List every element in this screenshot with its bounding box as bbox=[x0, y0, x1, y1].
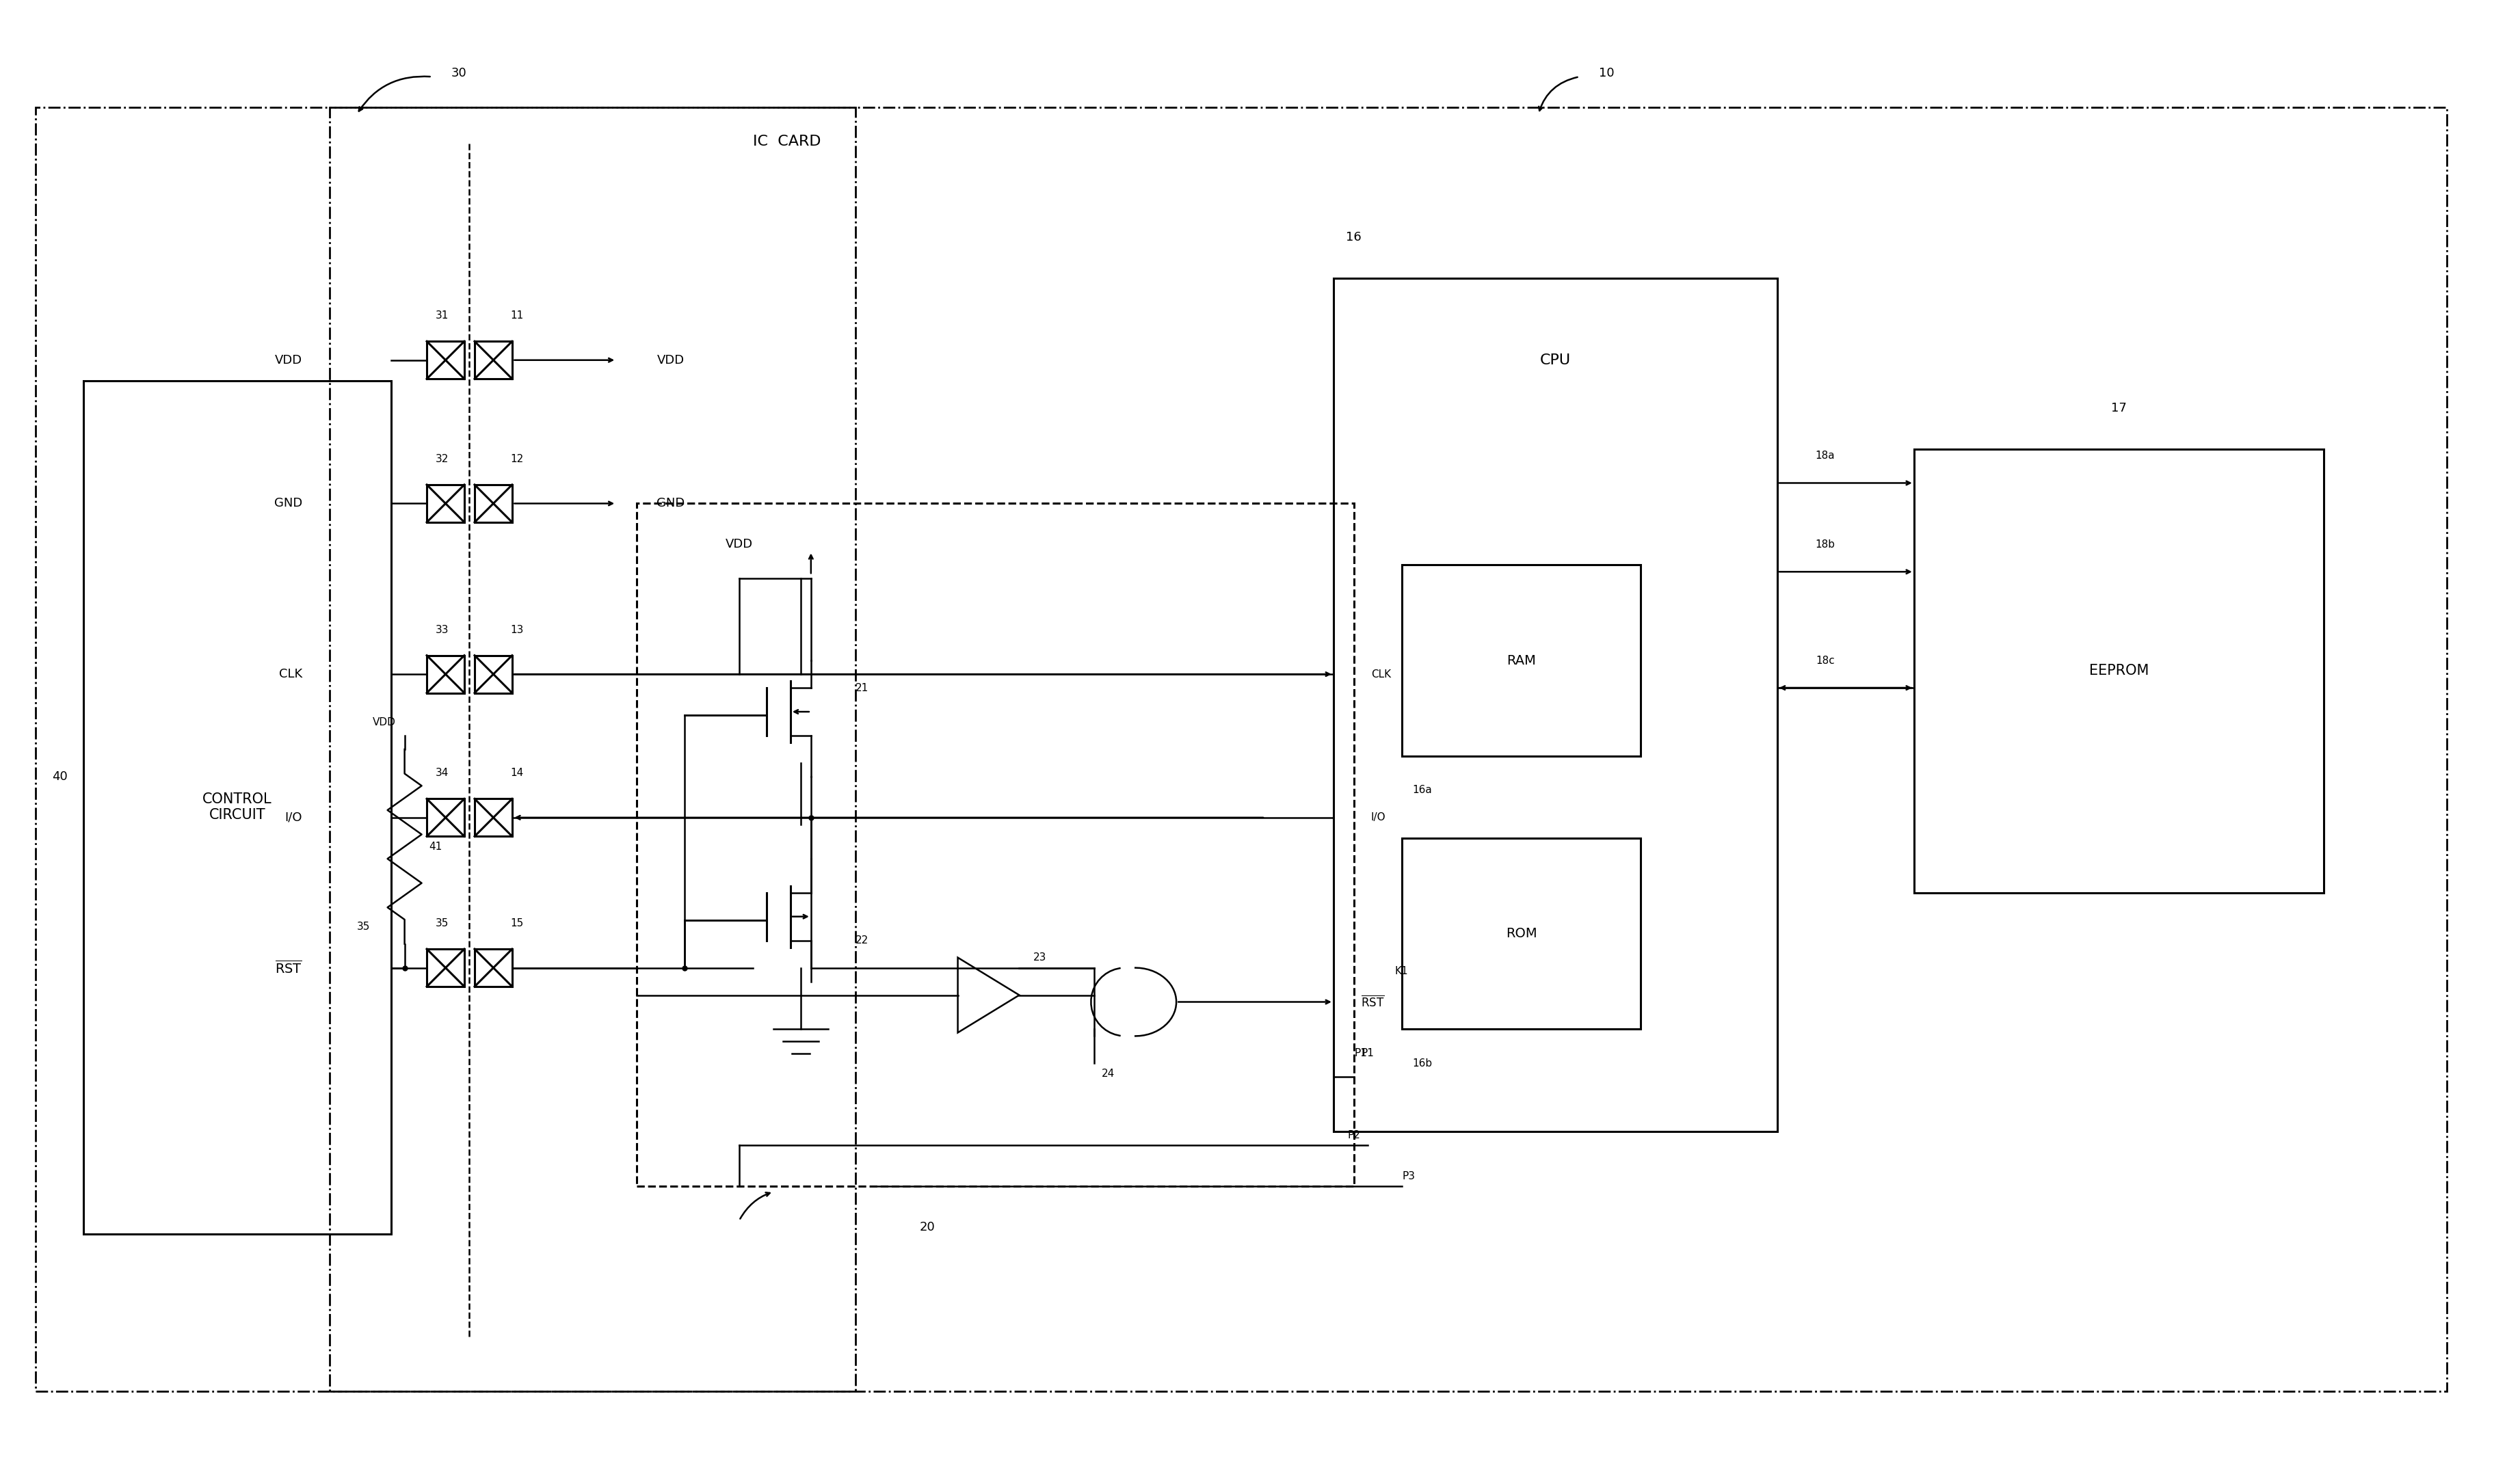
Bar bbox=[426, 799, 464, 836]
Text: VDD: VDD bbox=[726, 538, 753, 551]
Bar bbox=[474, 485, 512, 522]
Text: $\overline{\mathrm{RST}}$: $\overline{\mathrm{RST}}$ bbox=[1361, 995, 1383, 1010]
Text: VDD: VDD bbox=[275, 354, 302, 366]
Bar bbox=[474, 799, 512, 836]
Text: 13: 13 bbox=[512, 625, 524, 635]
Text: 10: 10 bbox=[1598, 68, 1615, 80]
Bar bbox=[474, 342, 512, 379]
Text: 18b: 18b bbox=[1814, 539, 1835, 550]
Text: 32: 32 bbox=[436, 454, 449, 464]
Text: 16a: 16a bbox=[1411, 786, 1431, 796]
Bar bbox=[426, 485, 464, 522]
Text: RAM: RAM bbox=[1507, 654, 1535, 668]
Text: P2: P2 bbox=[1348, 1131, 1361, 1141]
Bar bbox=[1915, 450, 2323, 893]
Text: 16b: 16b bbox=[1411, 1058, 1431, 1069]
Text: 21: 21 bbox=[857, 682, 869, 693]
Text: 22: 22 bbox=[857, 936, 869, 946]
Text: 33: 33 bbox=[436, 625, 449, 635]
Text: VDD: VDD bbox=[658, 354, 685, 366]
Text: GND: GND bbox=[275, 497, 302, 510]
Text: K1: K1 bbox=[1396, 965, 1409, 976]
Text: CLK: CLK bbox=[280, 668, 302, 681]
Bar bbox=[426, 342, 464, 379]
Text: 35: 35 bbox=[436, 918, 449, 929]
Text: I/O: I/O bbox=[285, 811, 302, 824]
Text: CPU: CPU bbox=[1540, 354, 1570, 367]
Text: ROM: ROM bbox=[1504, 927, 1537, 940]
Text: VDD: VDD bbox=[373, 716, 396, 727]
Text: P1: P1 bbox=[1353, 1048, 1368, 1058]
Text: 31: 31 bbox=[436, 311, 449, 321]
Text: I/O: I/O bbox=[1371, 812, 1386, 822]
Text: 18c: 18c bbox=[1817, 656, 1835, 666]
Text: 23: 23 bbox=[1033, 952, 1046, 963]
Text: P3: P3 bbox=[1401, 1170, 1416, 1181]
Text: 24: 24 bbox=[1101, 1069, 1114, 1079]
Bar bbox=[474, 656, 512, 693]
Bar bbox=[474, 949, 512, 986]
Text: EEPROM: EEPROM bbox=[2089, 663, 2150, 678]
Text: CLK: CLK bbox=[1371, 669, 1391, 680]
Bar bbox=[1333, 279, 1777, 1132]
Bar bbox=[1401, 565, 1641, 756]
Text: 41: 41 bbox=[428, 842, 441, 852]
Text: 12: 12 bbox=[512, 454, 524, 464]
Text: 35: 35 bbox=[358, 921, 370, 932]
Text: IC  CARD: IC CARD bbox=[753, 134, 822, 149]
Text: 40: 40 bbox=[53, 771, 68, 783]
Text: 20: 20 bbox=[920, 1220, 935, 1234]
Bar bbox=[426, 656, 464, 693]
Text: 15: 15 bbox=[512, 918, 524, 929]
Bar bbox=[330, 108, 2447, 1391]
Text: $\overline{\mathrm{RST}}$: $\overline{\mathrm{RST}}$ bbox=[275, 960, 302, 976]
Text: 16: 16 bbox=[1346, 231, 1361, 243]
Bar bbox=[638, 504, 1353, 1187]
Text: 30: 30 bbox=[451, 68, 466, 80]
Text: 11: 11 bbox=[512, 311, 524, 321]
Bar bbox=[83, 380, 391, 1234]
Text: CONTROL
CIRCUIT: CONTROL CIRCUIT bbox=[202, 793, 272, 822]
Text: P1: P1 bbox=[1361, 1048, 1373, 1058]
Text: 17: 17 bbox=[2112, 402, 2127, 414]
Text: 14: 14 bbox=[512, 768, 524, 778]
Text: 34: 34 bbox=[436, 768, 449, 778]
Text: 18a: 18a bbox=[1814, 451, 1835, 461]
Bar bbox=[1401, 839, 1641, 1029]
Bar bbox=[426, 949, 464, 986]
Text: GND: GND bbox=[658, 497, 685, 510]
Bar bbox=[35, 108, 854, 1391]
